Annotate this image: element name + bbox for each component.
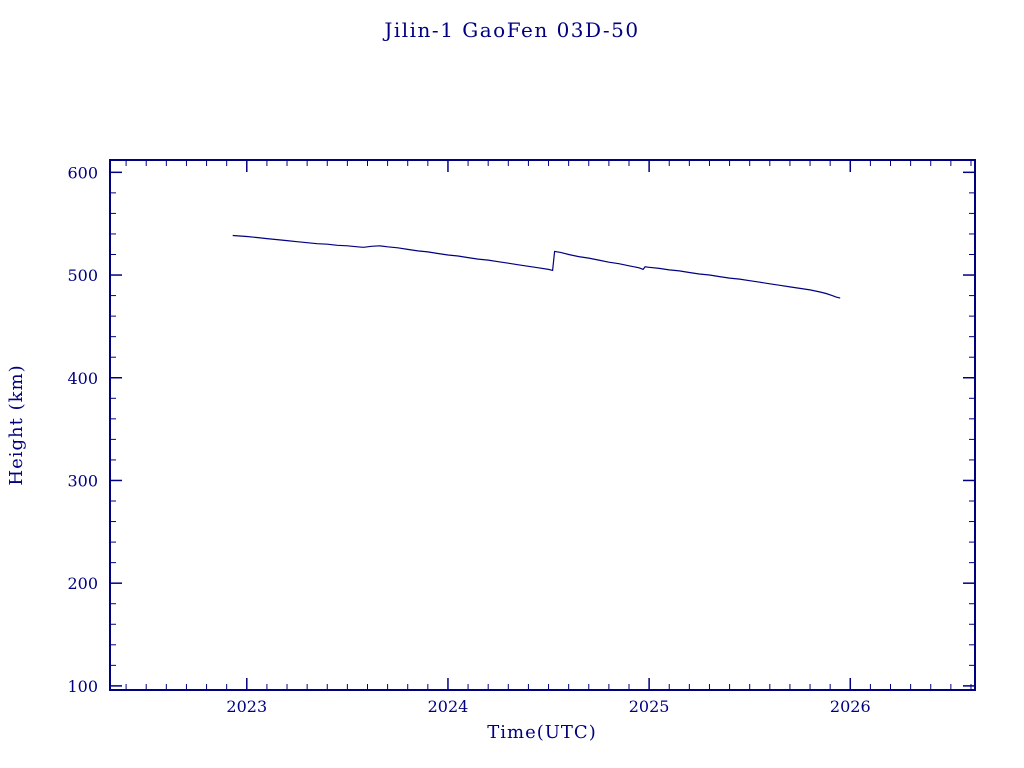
y-tick-label: 400 — [67, 369, 98, 388]
plot-area: 2023 2024 2025 2026 100 200 300 400 500 600 — [67, 159, 976, 716]
x-tick-label: 2024 — [428, 697, 469, 716]
y-tick-label: 100 — [67, 677, 98, 696]
y-axis-title: Height (km) — [6, 364, 27, 485]
y-tick-label: 200 — [67, 574, 98, 593]
y-tick-label: 600 — [67, 163, 98, 182]
x-axis-title: Time(UTC) — [487, 722, 596, 743]
chart-title: Jilin-1 GaoFen 03D-50 — [382, 18, 639, 42]
x-tick-label: 2026 — [830, 697, 871, 716]
y-tick-label: 500 — [67, 266, 98, 285]
x-tick-label: 2023 — [226, 697, 267, 716]
x-tick-label: 2025 — [629, 697, 670, 716]
chart-frame — [109, 159, 976, 691]
series-line-orbital-height-km — [232, 234, 841, 299]
y-tick-label: 300 — [67, 471, 98, 490]
